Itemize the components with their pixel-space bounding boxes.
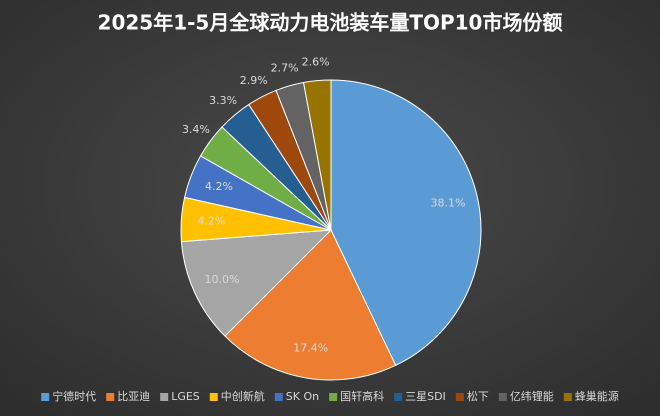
legend-swatch <box>160 393 169 401</box>
legend-swatch <box>563 393 572 401</box>
data-label: 3.3% <box>209 94 237 107</box>
legend-label: SK On <box>286 390 319 403</box>
data-label: 2.6% <box>302 56 330 69</box>
legend-label: 中创新航 <box>221 389 265 403</box>
legend-swatch <box>498 393 507 401</box>
legend-label: LGES <box>171 390 200 403</box>
legend-label: 蜂巢能源 <box>575 389 619 403</box>
legend-swatch <box>209 393 218 401</box>
chart-title: 2025年1-5月全球动力电池装车量TOP10市场份额 <box>98 11 563 35</box>
legend-label: 松下 <box>467 389 489 403</box>
legend-swatch <box>455 393 464 401</box>
pie-slice <box>330 79 482 367</box>
legend-swatch <box>41 393 50 401</box>
data-label: 38.1% <box>431 196 466 209</box>
pie-slice <box>180 229 333 337</box>
data-label: 17.4% <box>293 341 328 354</box>
legend-label: 比亚迪 <box>117 390 150 403</box>
legend-swatch <box>274 393 283 401</box>
legend-label: 宁德时代 <box>52 389 96 403</box>
data-label: 2.9% <box>240 74 268 87</box>
data-label: 4.2% <box>205 180 233 193</box>
legend-swatch <box>106 393 115 401</box>
pie-slice <box>302 79 332 231</box>
data-label: 4.2% <box>197 215 225 228</box>
data-label: 10.0% <box>205 273 240 286</box>
legend-swatch <box>394 393 403 401</box>
legend-swatch <box>329 393 338 401</box>
legend-label: 亿纬锂能 <box>510 389 554 403</box>
pie-slice <box>224 229 397 381</box>
data-label: 3.4% <box>182 123 210 136</box>
legend-label: 三星SDI <box>405 390 446 403</box>
data-label: 2.7% <box>271 62 299 75</box>
legend: 宁德时代 比亚迪 LGES 中创新航 SK On 国轩高科 三星SDI 松下 亿纬锂能 蜂巢能源 <box>41 389 619 403</box>
legend-label: 国轩高科 <box>340 389 384 403</box>
